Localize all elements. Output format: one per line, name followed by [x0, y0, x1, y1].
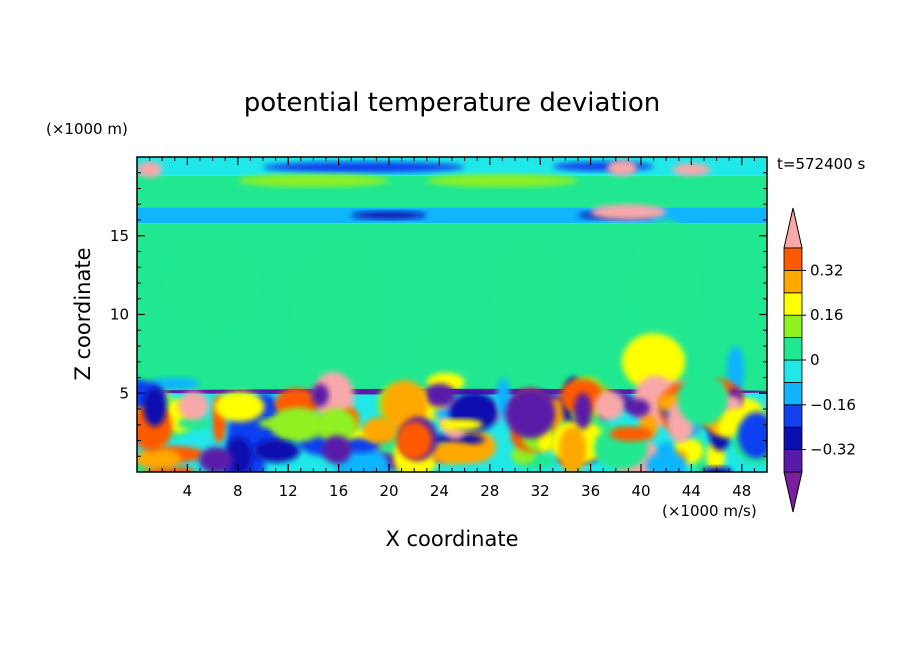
- field-feature: [177, 416, 212, 430]
- field-feature: [428, 441, 476, 465]
- x-tick-label: 16: [329, 482, 348, 500]
- field-feature: [178, 391, 209, 421]
- x-axis-label: X coordinate: [385, 527, 518, 551]
- colorbar-extend-max: [783, 207, 803, 249]
- colorbar-segment: [783, 381, 803, 406]
- colorbar-extend-min: [783, 471, 803, 513]
- field-feature: [622, 333, 686, 391]
- field-feature: [677, 372, 728, 426]
- colorbar-segment: [783, 359, 803, 383]
- field-feature: [269, 407, 325, 442]
- field-feature: [558, 426, 587, 472]
- y-tick-label: 10: [110, 306, 129, 324]
- colorbar-segment: [783, 269, 803, 294]
- field-feature: [628, 220, 704, 346]
- field-feature: [137, 448, 182, 469]
- field-feature: [143, 387, 167, 427]
- field-feature: [590, 204, 667, 220]
- y-axis: 5 10 15: [110, 172, 767, 457]
- x-axis-unit: (×1000 m/s): [662, 502, 757, 520]
- field-feature: [505, 388, 556, 439]
- field-band-3: [137, 207, 767, 224]
- field-feature: [162, 235, 263, 331]
- field-feature: [672, 163, 711, 176]
- field-feature: [594, 391, 625, 421]
- field-feature: [606, 160, 638, 176]
- field-feature: [237, 174, 389, 187]
- field-feature: [214, 391, 265, 422]
- field-feature: [362, 417, 399, 444]
- field-feature: [626, 398, 650, 418]
- colorbar-segment: [783, 337, 803, 361]
- chart-title: potential temperature deviation: [244, 88, 660, 118]
- colorbar: 0.32 0.16 0 −0.16 −0.32: [783, 207, 856, 513]
- colorbar-segment: [783, 426, 803, 451]
- field-feature: [199, 447, 234, 472]
- x-tick-label: 40: [631, 482, 650, 500]
- colorbar-segment: [783, 247, 803, 271]
- colorbar-segment: [783, 449, 803, 473]
- field-feature: [424, 383, 456, 407]
- colorbar-tick-label: −0.32: [810, 441, 856, 459]
- x-axis: 4 8 12 16 20 24 28 32 36 40 44 48: [149, 157, 755, 500]
- field-feature: [439, 418, 484, 431]
- field-feature: [396, 421, 432, 460]
- x-tick-label: 8: [233, 482, 243, 500]
- colorbar-segment: [783, 314, 803, 339]
- colorbar-tick-label: 0.32: [810, 261, 843, 279]
- heatmap-field: [137, 157, 767, 472]
- field-feature: [489, 235, 566, 394]
- colorbar-segment: [783, 292, 803, 316]
- field-feature: [252, 439, 301, 463]
- field-feature: [552, 161, 654, 172]
- field-feature: [258, 418, 291, 429]
- colorbar-segment: [783, 404, 803, 428]
- time-label: t=572400 s: [777, 155, 865, 173]
- field-feature: [288, 235, 389, 394]
- field-feature: [426, 174, 578, 187]
- field-feature: [726, 346, 745, 394]
- field-feature: [322, 435, 352, 464]
- x-tick-label: 48: [732, 482, 751, 500]
- field-feature: [574, 392, 592, 430]
- field-feature: [312, 371, 355, 420]
- field-band-2: [137, 188, 767, 208]
- x-tick-label: 28: [480, 482, 499, 500]
- field-feature: [137, 161, 163, 178]
- field-feature: [420, 314, 484, 394]
- colorbar-tick-label: −0.16: [810, 396, 856, 414]
- field-feature: [311, 383, 329, 407]
- field-feature: [351, 211, 427, 220]
- x-tick-label: 24: [430, 482, 449, 500]
- field-feature: [315, 408, 357, 443]
- field-feature: [609, 426, 654, 442]
- field-feature: [701, 466, 733, 472]
- x-tick-label: 12: [279, 482, 298, 500]
- y-axis-unit: (×1000 m): [46, 120, 128, 138]
- x-tick-label: 20: [379, 482, 398, 500]
- field-feature: [717, 417, 739, 438]
- colorbar-tick-label: 0.16: [810, 306, 843, 324]
- field-feature: [646, 451, 687, 472]
- field-feature: [738, 412, 767, 459]
- y-tick-label: 15: [110, 227, 129, 245]
- field-feature: [149, 377, 200, 391]
- x-tick-label: 44: [682, 482, 701, 500]
- field-feature: [263, 161, 465, 173]
- y-tick-label: 5: [119, 384, 129, 402]
- x-tick-label: 4: [183, 482, 193, 500]
- field-texture: [137, 160, 767, 472]
- x-tick-label: 36: [581, 482, 600, 500]
- y-axis-label: Z coordinate: [71, 247, 95, 380]
- x-tick-label: 32: [531, 482, 550, 500]
- colorbar-tick-label: 0: [810, 351, 820, 369]
